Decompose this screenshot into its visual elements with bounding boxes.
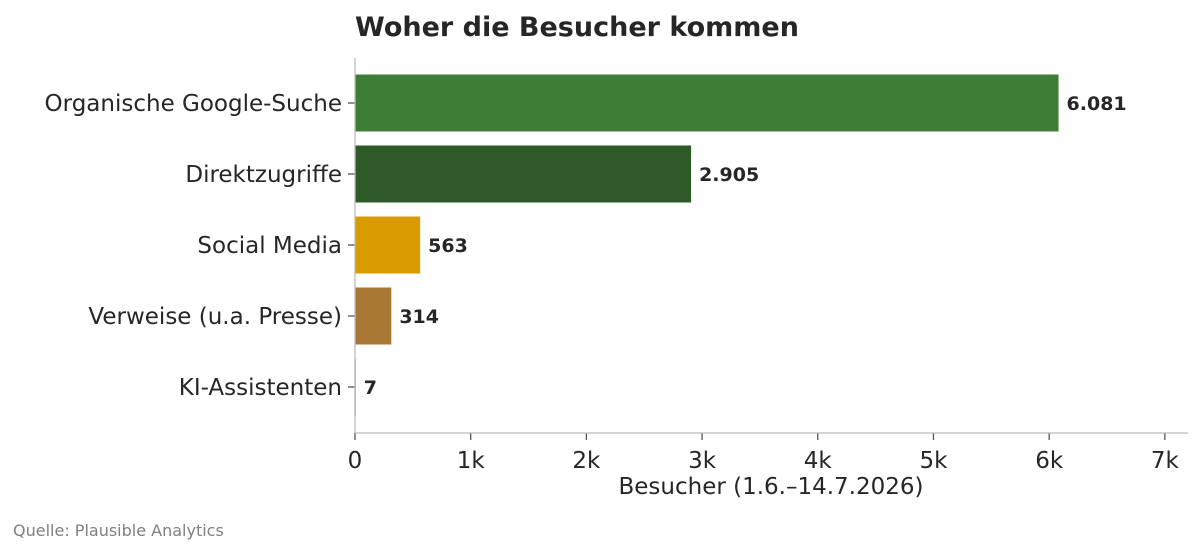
category-label: Direktzugriffe (185, 162, 342, 188)
value-label: 7 (364, 377, 377, 399)
x-axis-title: Besucher (1.6.–14.7.2026) (618, 474, 923, 500)
x-tick-label: 6k (1035, 448, 1064, 474)
x-tick-label: 3k (688, 448, 717, 474)
value-label: 6.081 (1067, 93, 1127, 115)
x-tick-label: 7k (1151, 448, 1180, 474)
bar (355, 287, 392, 345)
x-tick-label: 4k (804, 448, 833, 474)
chart-title: Woher die Besucher kommen (355, 12, 799, 43)
value-label: 314 (399, 306, 439, 328)
x-tick-label: 0 (348, 448, 363, 474)
category-label: KI-Assistenten (179, 375, 342, 401)
value-label: 2.905 (699, 164, 759, 186)
bar (355, 216, 421, 274)
bars-layer (355, 74, 1059, 416)
category-label: Verweise (u.a. Presse) (88, 304, 342, 330)
value-labels: 6.081 2.905 563 314 7 (364, 93, 1127, 399)
x-tick-label: 2k (572, 448, 601, 474)
bar (355, 74, 1059, 132)
bar (355, 145, 692, 203)
category-label: Organische Google-Suche (45, 91, 342, 117)
x-tick-label: 1k (457, 448, 486, 474)
x-tick-label: 5k (919, 448, 948, 474)
x-axis: 0 1k 2k 3k 4k 5k 6k 7k (348, 433, 1180, 474)
category-labels: Organische Google-Suche Direktzugriffe Soc… (45, 91, 355, 401)
category-label: Social Media (197, 233, 342, 259)
value-label: 563 (428, 235, 468, 257)
source-note: Quelle: Plausible Analytics (13, 521, 224, 540)
